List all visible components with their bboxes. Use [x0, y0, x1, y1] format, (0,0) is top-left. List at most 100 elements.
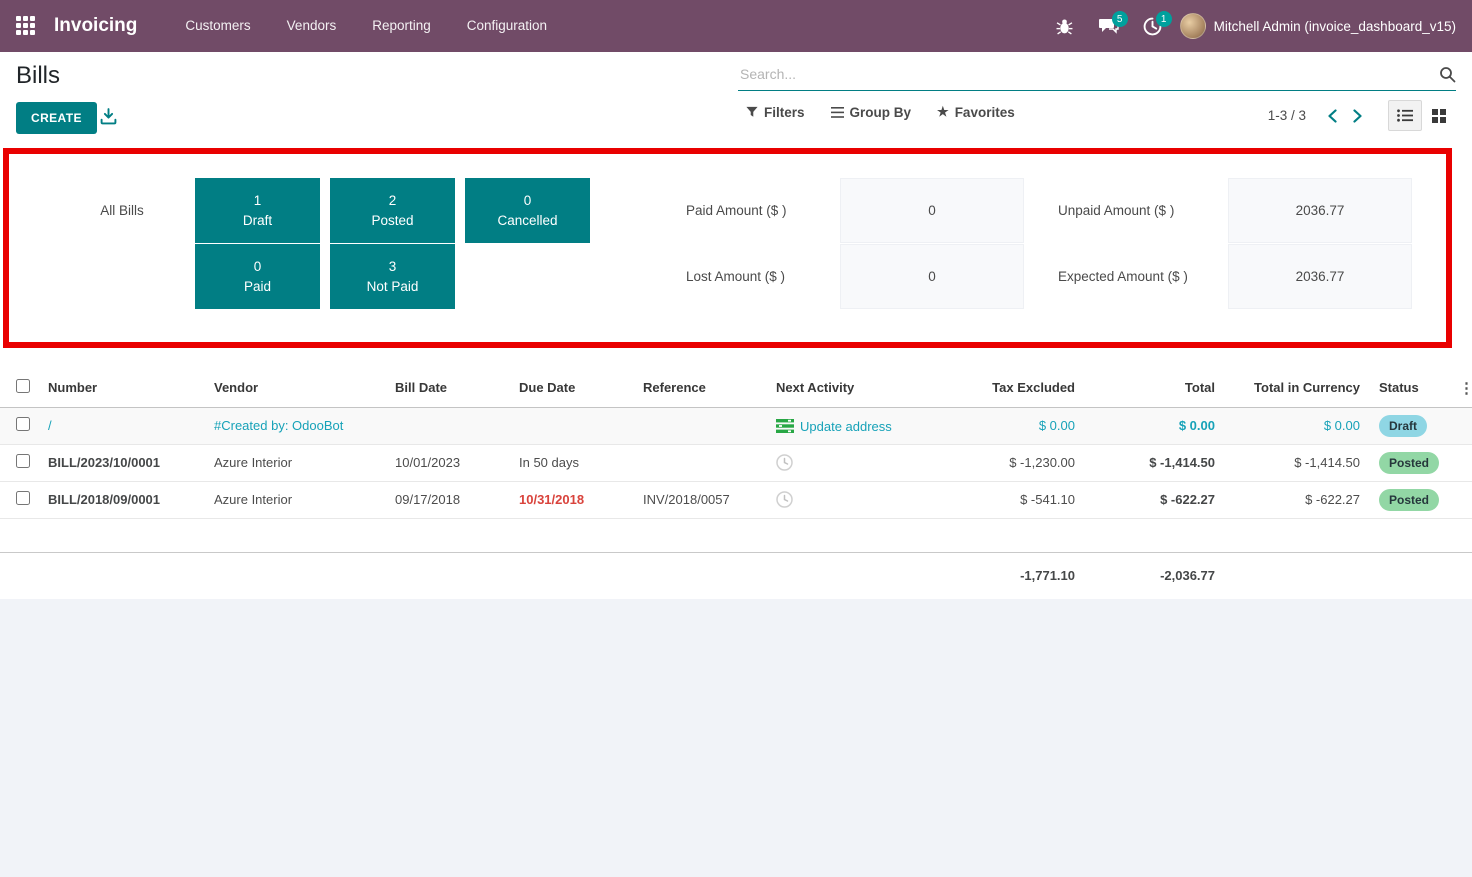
search-icon[interactable] [1439, 66, 1456, 83]
lost-amount-label: Lost Amount ($ ) [686, 269, 786, 284]
cell-next-activity[interactable] [776, 481, 937, 518]
posted-status-box[interactable]: 2 Posted [330, 178, 455, 243]
nav-menu-customers[interactable]: Customers [185, 18, 251, 33]
not-paid-status-box[interactable]: 3 Not Paid [330, 244, 455, 309]
posted-count: 2 [388, 193, 397, 208]
header-total-in-currency[interactable]: Total in Currency [1215, 369, 1360, 408]
list-view-icon [1397, 109, 1413, 122]
messages-icon[interactable]: 5 [1092, 9, 1128, 43]
row-checkbox[interactable] [16, 454, 30, 468]
status-badge: Posted [1379, 488, 1440, 511]
not-paid-count: 3 [388, 259, 397, 274]
cell-total-in-currency: $ -622.27 [1305, 492, 1360, 507]
cell-vendor: Azure Interior [214, 455, 293, 470]
nav-menu-reporting[interactable]: Reporting [372, 18, 431, 33]
row-checkbox[interactable] [16, 491, 30, 505]
cell-number: BILL/2023/10/0001 [48, 455, 161, 470]
create-button[interactable]: CREATE [16, 102, 97, 134]
optional-columns-icon[interactable]: ⋮ [1459, 369, 1472, 408]
debug-bug-icon[interactable] [1048, 9, 1082, 43]
table-row[interactable]: / #Created by: OdooBot Update address $ … [0, 407, 1472, 444]
cell-vendor: #Created by: OdooBot [214, 418, 344, 433]
lost-amount-value: 0 [840, 244, 1024, 309]
header-bill-date[interactable]: Bill Date [395, 369, 519, 408]
group-by-lines-icon [830, 106, 844, 118]
cell-tax-excluded: $ 0.00 [1038, 418, 1075, 433]
posted-label: Posted [371, 213, 414, 228]
activities-clock-icon[interactable]: 1 [1136, 9, 1172, 43]
cell-total-in-currency: $ -1,414.50 [1294, 455, 1360, 470]
status-badge: Draft [1379, 414, 1428, 437]
unpaid-amount-label: Unpaid Amount ($ ) [1058, 203, 1175, 218]
search-input[interactable] [738, 60, 1428, 90]
filter-funnel-icon [746, 106, 758, 117]
nav-menu-vendors[interactable]: Vendors [286, 18, 337, 33]
tasks-activity-icon [776, 419, 794, 434]
header-reference[interactable]: Reference [643, 369, 776, 408]
cell-total: $ -1,414.50 [1149, 455, 1215, 470]
cell-vendor: Azure Interior [214, 492, 293, 507]
expected-amount-label: Expected Amount ($ ) [1058, 269, 1188, 284]
cell-next-activity[interactable] [776, 444, 937, 481]
cell-reference: INV/2018/0057 [643, 492, 730, 507]
cell-bill-date [395, 407, 519, 444]
header-next-activity[interactable]: Next Activity [776, 369, 937, 408]
header-vendor[interactable]: Vendor [214, 369, 395, 408]
expected-amount-value: 2036.77 [1228, 244, 1412, 309]
cell-due-date-overdue: 10/31/2018 [519, 492, 585, 507]
kanban-view-icon [1432, 108, 1446, 123]
cell-reference [643, 444, 776, 481]
list-view-button[interactable] [1388, 100, 1422, 131]
header-tax-excluded[interactable]: Tax Excluded [937, 369, 1075, 408]
app-name[interactable]: Invoicing [54, 15, 138, 36]
cell-bill-date: 09/17/2018 [395, 492, 461, 507]
paid-count: 0 [253, 259, 262, 274]
cell-total-in-currency: $ 0.00 [1323, 418, 1360, 433]
row-checkbox[interactable] [16, 417, 30, 431]
favorites-button[interactable]: ★ Favorites [937, 104, 1015, 120]
header-number[interactable]: Number [48, 369, 214, 408]
paid-label: Paid [243, 279, 272, 294]
user-menu[interactable]: Mitchell Admin (invoice_dashboard_v15) [1179, 13, 1456, 39]
messages-count-badge: 5 [1111, 11, 1128, 27]
not-paid-label: Not Paid [366, 279, 419, 294]
pager-previous-button[interactable] [1320, 105, 1345, 127]
cancelled-count: 0 [523, 193, 532, 208]
activities-count-badge: 1 [1155, 11, 1172, 27]
header-status[interactable]: Status [1360, 369, 1459, 408]
draft-status-box[interactable]: 1 Draft [195, 178, 320, 243]
avatar [1179, 13, 1206, 39]
apps-menu-icon[interactable] [16, 16, 36, 36]
table-row[interactable]: BILL/2023/10/0001 Azure Interior 10/01/2… [0, 444, 1472, 481]
empty-spacer-row [0, 518, 1472, 553]
paid-status-box[interactable]: 0 Paid [195, 244, 320, 309]
page-background [0, 599, 1472, 877]
search-bar [738, 60, 1456, 91]
all-bills-filter[interactable]: All Bills [100, 203, 144, 218]
cell-reference [643, 407, 776, 444]
header-due-date[interactable]: Due Date [519, 369, 643, 408]
cancelled-status-box[interactable]: 0 Cancelled [465, 178, 590, 243]
bills-list: Number Vendor Bill Date Due Date Referen… [0, 369, 1472, 599]
nav-menu-configuration[interactable]: Configuration [466, 18, 548, 33]
header-total[interactable]: Total [1075, 369, 1215, 408]
cancelled-label: Cancelled [497, 213, 558, 228]
activity-summary: Update address [800, 418, 892, 434]
table-row[interactable]: BILL/2018/09/0001 Azure Interior 09/17/2… [0, 481, 1472, 518]
schedule-activity-clock-icon[interactable] [776, 491, 793, 508]
table-header-row: Number Vendor Bill Date Due Date Referen… [0, 369, 1472, 408]
cell-bill-date: 10/01/2023 [395, 455, 461, 470]
cell-tax-excluded: $ -541.10 [1020, 492, 1075, 507]
filters-button[interactable]: Filters [746, 105, 805, 120]
export-download-icon[interactable] [100, 108, 117, 125]
cell-next-activity[interactable]: Update address [776, 407, 937, 444]
kanban-view-button[interactable] [1422, 100, 1456, 131]
select-all-checkbox[interactable] [16, 379, 30, 394]
cell-tax-excluded: $ -1,230.00 [1009, 455, 1075, 470]
pager-range: 1-3 / 3 [1267, 108, 1306, 123]
cell-number: / [48, 418, 52, 433]
star-icon: ★ [937, 104, 949, 119]
group-by-button[interactable]: Group By [830, 105, 911, 120]
pager-next-button[interactable] [1345, 105, 1370, 127]
schedule-activity-clock-icon[interactable] [776, 454, 793, 471]
